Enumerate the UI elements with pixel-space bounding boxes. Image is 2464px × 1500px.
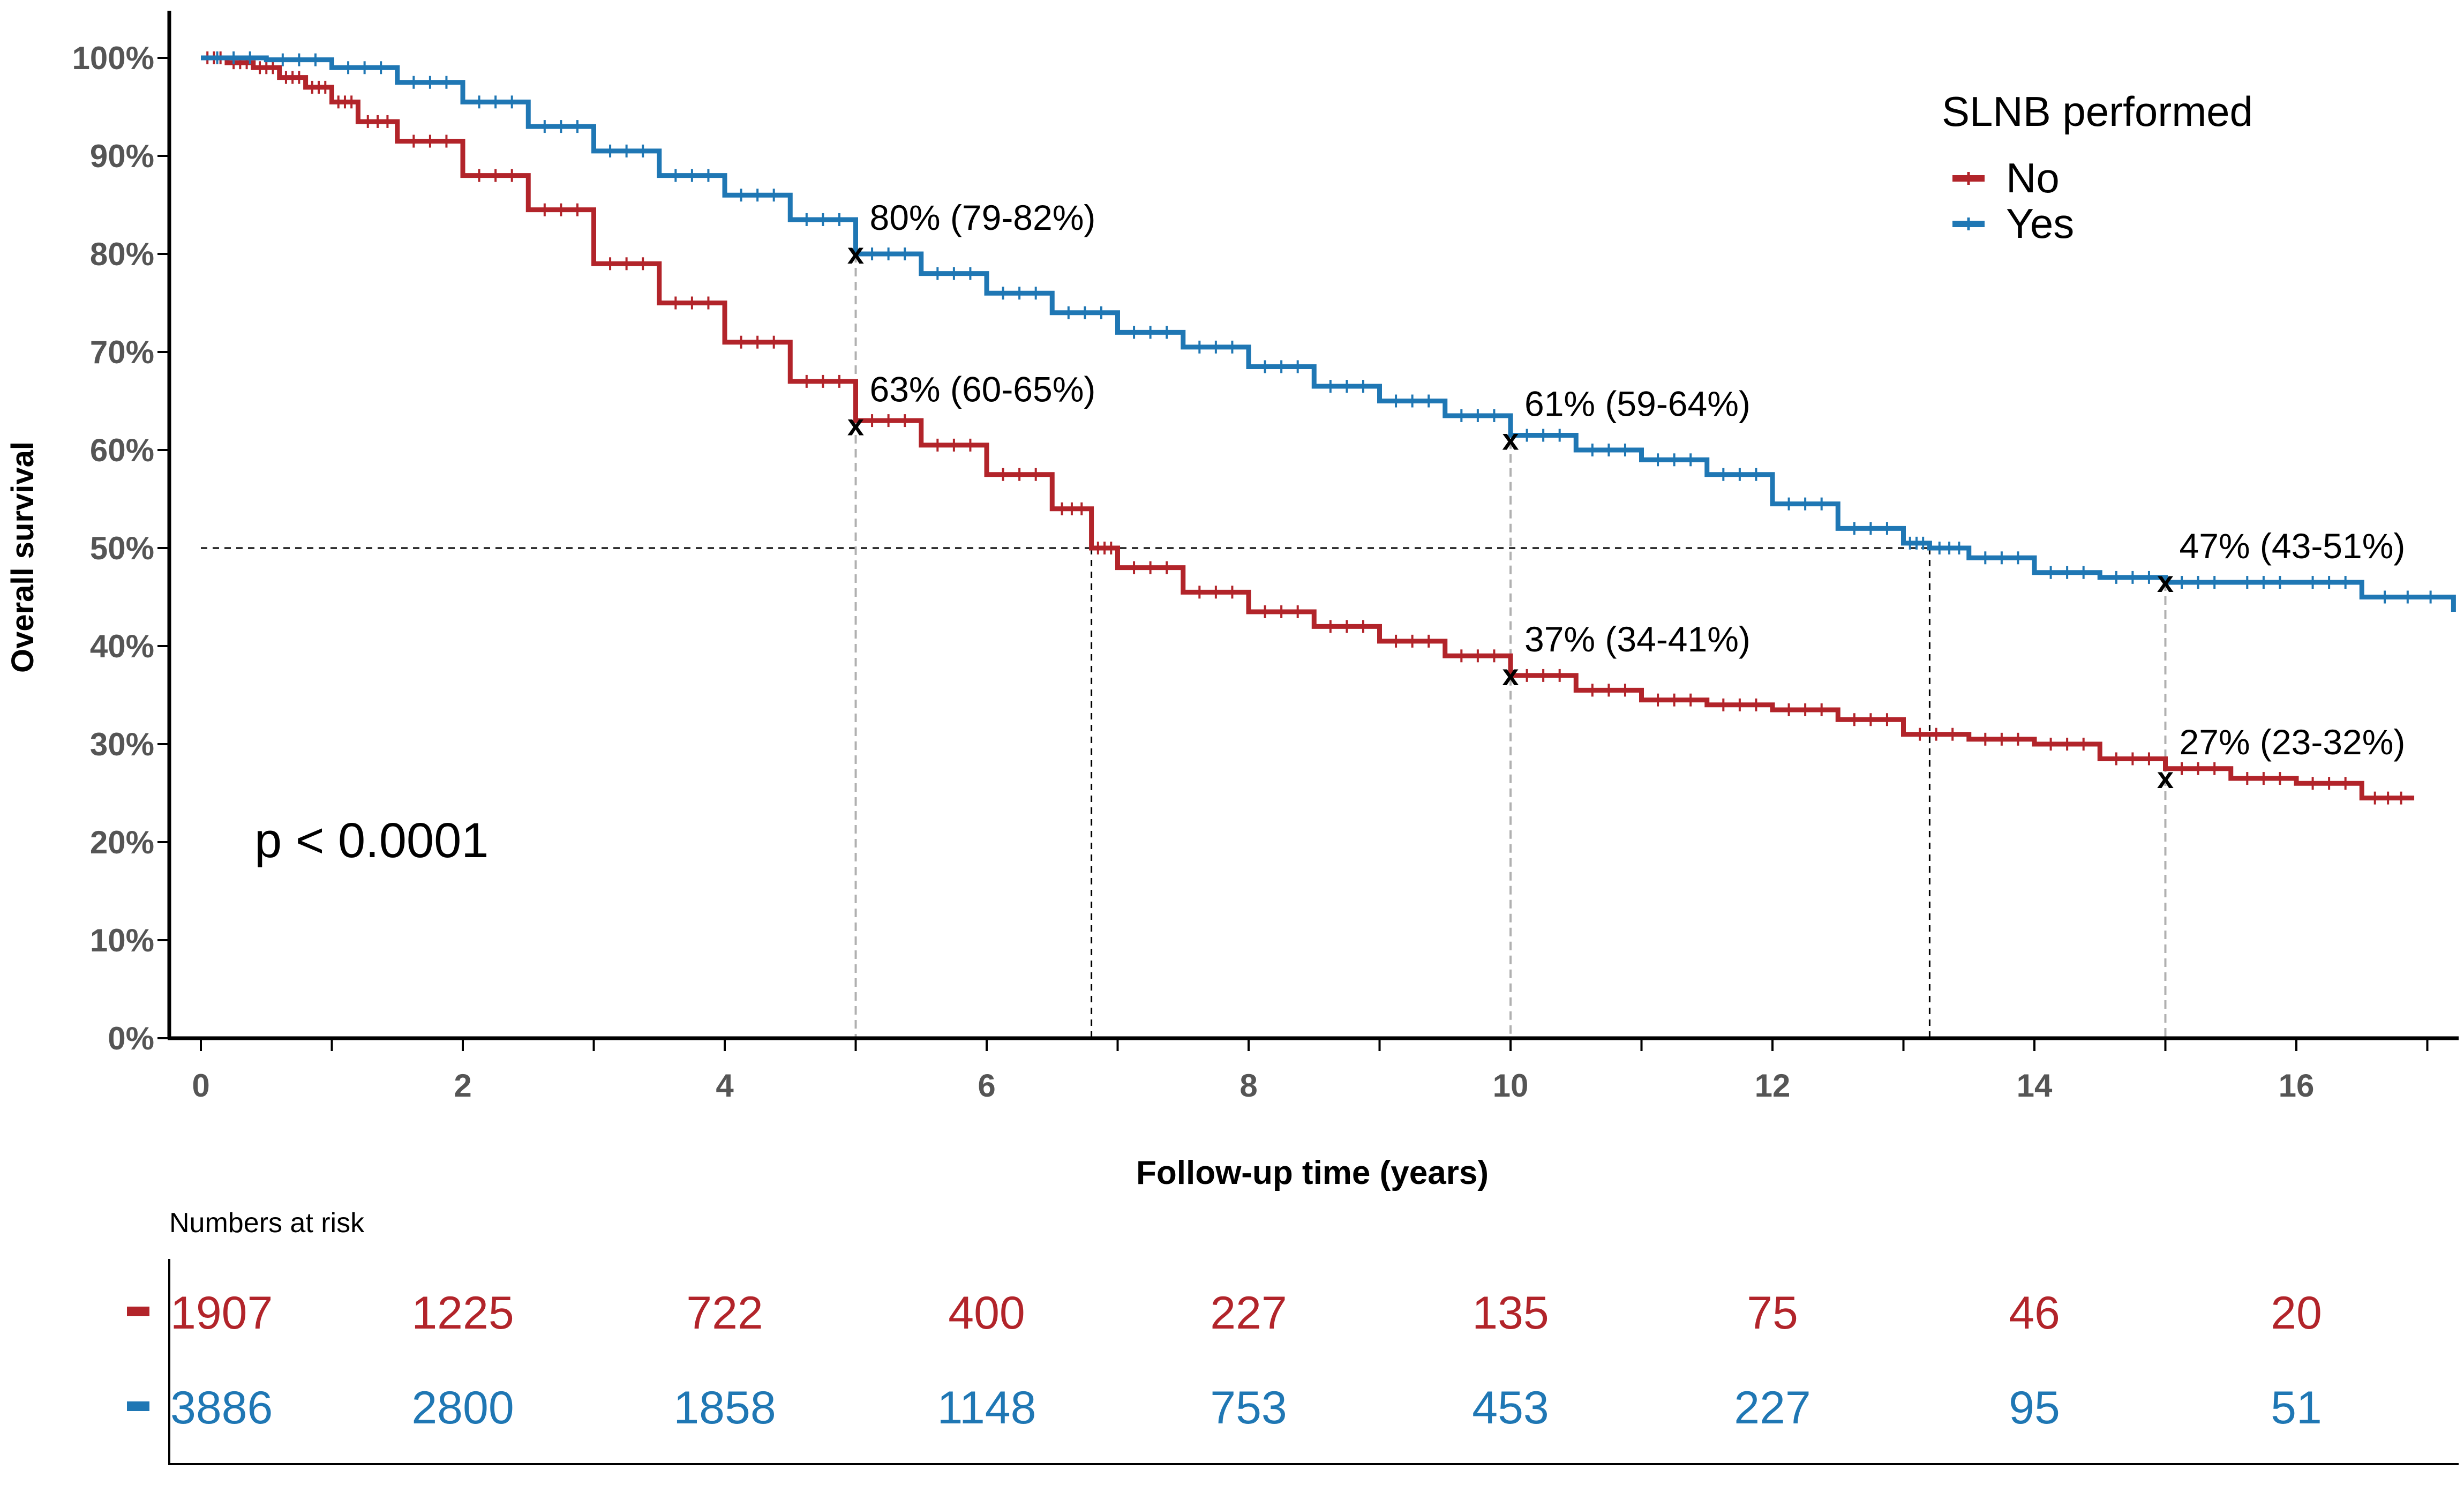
axis-ticks: 0% 10% 20% 30% 40% 50% 60% 70% 80% 90% 100% 0 2 4 6 8 10… <box>72 40 2429 1104</box>
risk-count-no: 135 <box>1472 1287 1549 1339</box>
p-value-text: p < 0.0001 <box>254 813 489 868</box>
x-tick-label: 8 <box>1239 1068 1257 1104</box>
landmark-label: 27% (23-32%) <box>2180 722 2406 762</box>
x-tick-label: 2 <box>454 1068 471 1104</box>
x-tick-label: 14 <box>2017 1068 2053 1104</box>
risk-count-yes: 753 <box>1210 1382 1287 1434</box>
x-tick-label: 0 <box>192 1068 209 1104</box>
risk-count-yes: 2800 <box>411 1382 514 1434</box>
y-axis-title: Overall survival <box>5 441 40 673</box>
risk-count-yes: 1148 <box>937 1382 1036 1434</box>
axes <box>167 11 2459 1040</box>
y-tick-label: 0% <box>108 1021 154 1056</box>
landmark-x-marker: x <box>847 236 864 270</box>
legend-label-yes: Yes <box>2006 200 2074 247</box>
y-tick-label: 10% <box>90 922 154 958</box>
x-tick-label: 12 <box>1755 1068 1791 1104</box>
landmark-label: 47% (43-51%) <box>2180 526 2406 566</box>
survival-curve-yes <box>201 55 2456 612</box>
risk-count-no: 1907 <box>170 1287 273 1339</box>
risk-count-yes: 3886 <box>170 1382 273 1434</box>
risk-count-yes: 1858 <box>673 1382 776 1434</box>
y-tick-label: 70% <box>90 334 154 370</box>
x-axis-title: Follow-up time (years) <box>1136 1154 1489 1191</box>
risk-table-title: Numbers at risk <box>169 1208 365 1239</box>
risk-rows: 1907 1225 722 400 227 135 75 46 20 3886 2800 1858 11… <box>127 1287 2322 1434</box>
x-tick-label: 16 <box>2279 1068 2315 1104</box>
landmark-markers: x63% (60-65%)x37% (34-41%)x27% (23-32%)x… <box>847 198 2405 794</box>
landmark-x-marker: x <box>1502 658 1519 692</box>
risk-row-swatch-no <box>127 1307 149 1316</box>
risk-count-no: 75 <box>1747 1287 1798 1339</box>
censor-marks-no <box>206 51 2402 805</box>
survival-curves <box>201 51 2456 805</box>
legend-label-no: No <box>2006 154 2060 201</box>
risk-count-no: 20 <box>2271 1287 2322 1339</box>
risk-count-yes: 95 <box>2009 1382 2060 1434</box>
risk-count-no: 46 <box>2009 1287 2060 1339</box>
x-tick-label: 4 <box>716 1068 734 1104</box>
landmark-x-marker: x <box>847 408 864 441</box>
risk-row-swatch-yes <box>127 1401 149 1411</box>
risk-count-no: 227 <box>1210 1287 1287 1339</box>
y-tick-label: 90% <box>90 138 154 174</box>
x-tick-label: 6 <box>978 1068 995 1104</box>
risk-count-no: 400 <box>948 1287 1025 1339</box>
y-tick-label: 50% <box>90 530 154 566</box>
y-tick-label: 30% <box>90 726 154 762</box>
landmark-label: 61% (59-64%) <box>1524 384 1751 424</box>
x-tick-label: 10 <box>1493 1068 1529 1104</box>
risk-table: Numbers at risk 1907 1225 722 400 227 135 75 46… <box>127 1208 2459 1465</box>
y-tick-label: 80% <box>90 236 154 272</box>
legend-title: SLNB performed <box>1942 88 2253 135</box>
censor-marks-yes <box>216 51 2432 604</box>
landmark-label: 63% (60-65%) <box>870 369 1096 409</box>
y-tick-label: 100% <box>72 40 154 76</box>
risk-count-yes: 453 <box>1472 1382 1549 1434</box>
y-tick-label: 40% <box>90 628 154 664</box>
landmark-x-marker: x <box>1502 423 1519 456</box>
y-tick-label: 60% <box>90 432 154 468</box>
risk-count-yes: 227 <box>1734 1382 1811 1434</box>
y-tick-label: 20% <box>90 824 154 860</box>
landmark-x-marker: x <box>2157 565 2174 598</box>
landmark-label: 37% (34-41%) <box>1524 619 1751 659</box>
risk-count-no: 722 <box>686 1287 763 1339</box>
landmark-label: 80% (79-82%) <box>870 198 1096 237</box>
landmark-x-marker: x <box>2157 761 2174 794</box>
risk-count-no: 1225 <box>411 1287 514 1339</box>
risk-count-yes: 51 <box>2271 1382 2322 1434</box>
